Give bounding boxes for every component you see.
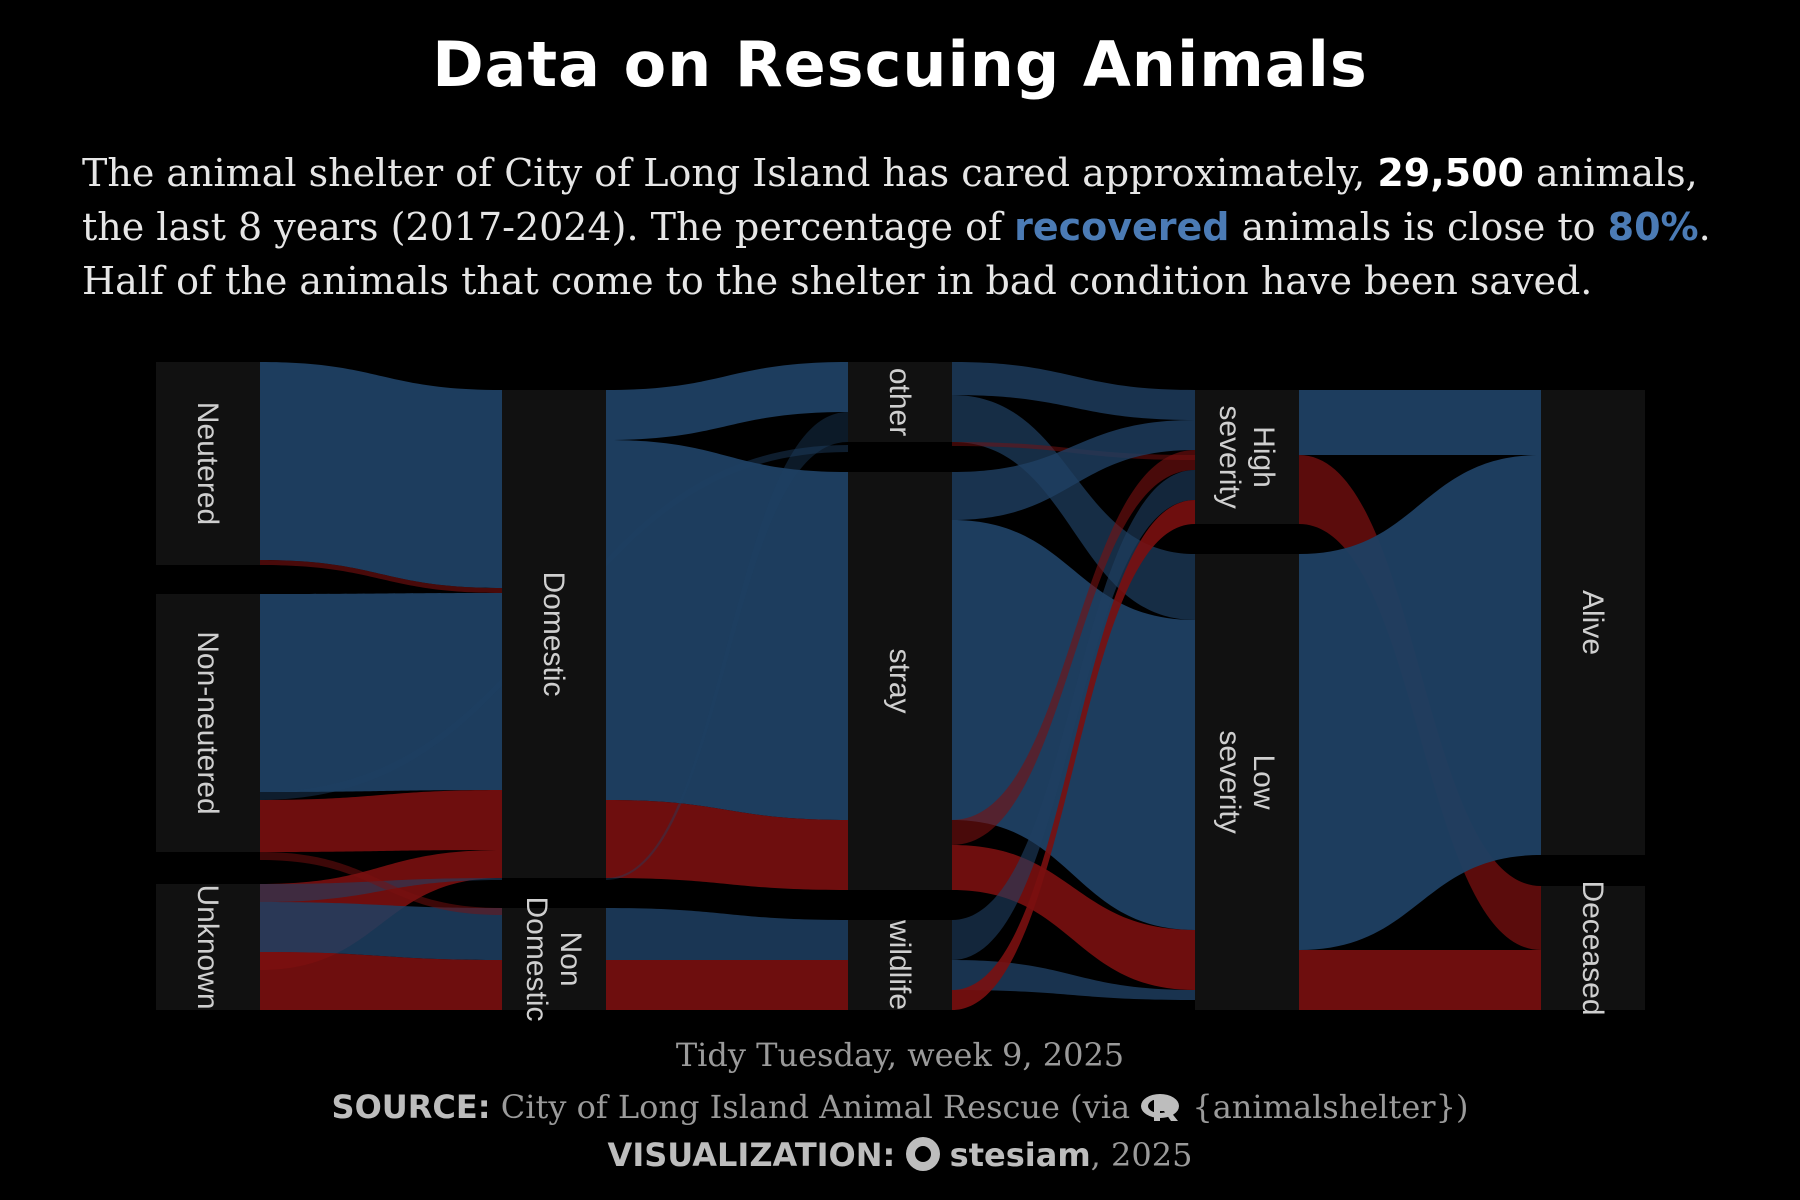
node-non_neutered: Non-neutered — [156, 594, 260, 852]
viz-year: , 2025 — [1090, 1136, 1193, 1174]
node-label: Domestic — [537, 571, 570, 696]
source-label: SOURCE: — [331, 1088, 491, 1126]
subtitle-text: The animal shelter of City of Long Islan… — [82, 151, 1378, 195]
flow-ribbon — [1299, 950, 1541, 1010]
flow-ribbon — [952, 450, 1195, 845]
flow-ribbon — [260, 852, 502, 915]
node-label: Deceased — [1576, 880, 1609, 1015]
node-label: NonDomestic — [520, 896, 587, 1021]
node-label: other — [883, 368, 916, 436]
node-bar — [848, 920, 952, 1010]
chart-subtitle: The animal shelter of City of Long Islan… — [82, 146, 1742, 308]
flow-ribbon — [260, 560, 502, 593]
github-icon — [905, 1137, 940, 1171]
flow-layer — [260, 362, 1541, 1010]
caption-source: SOURCE: City of Long Island Animal Rescu… — [0, 1088, 1800, 1126]
node-label: Lowseverity — [1213, 730, 1280, 833]
node-wildlife: wildlife — [848, 919, 952, 1010]
node-bar — [848, 472, 952, 890]
chart-title: Data on Rescuing Animals — [432, 28, 1368, 101]
caption-visualization: VISUALIZATION: stesiam, 2025 — [0, 1136, 1800, 1174]
node-other: other — [848, 362, 952, 442]
subtitle-total-animals: 29,500 — [1377, 151, 1524, 195]
node-high_severity: Highseverity — [1195, 390, 1299, 524]
flow-ribbon — [260, 593, 502, 792]
source-text: City of Long Island Animal Rescue (via — [500, 1088, 1131, 1126]
flow-ribbon — [1299, 455, 1541, 950]
node-bar — [502, 390, 606, 878]
node-bar — [848, 362, 952, 442]
node-label: Non-neutered — [191, 631, 224, 814]
node-bar — [502, 908, 606, 1010]
flow-ribbon — [260, 878, 502, 902]
flow-ribbon — [606, 908, 848, 960]
node-deceased: Deceased — [1541, 880, 1645, 1016]
flow-ribbon — [952, 420, 1195, 520]
flow-ribbon — [260, 952, 502, 1010]
flow-ribbon — [606, 412, 848, 880]
node-low_severity: Lowseverity — [1195, 554, 1299, 1010]
node-bar — [1541, 886, 1645, 1010]
subtitle-recovered: recovered — [1014, 205, 1230, 249]
flow-ribbon — [1299, 390, 1541, 455]
node-label: Neutered — [191, 402, 224, 525]
caption-week: Tidy Tuesday, week 9, 2025 — [675, 1036, 1125, 1074]
node-bar — [156, 362, 260, 565]
node-layer: Neutered Non-neutered Unknown Domestic NonDo… — [156, 362, 1645, 1022]
flow-ribbon — [606, 440, 848, 820]
node-bar — [1195, 554, 1299, 1010]
flow-ribbon — [606, 362, 848, 440]
node-domestic: Domestic — [502, 390, 606, 878]
subtitle-text: animals is close to — [1229, 205, 1608, 249]
node-bar — [156, 594, 260, 852]
flow-ribbon — [260, 790, 502, 852]
node-stray: stray — [848, 472, 952, 890]
subtitle-text: the last 8 years (2017-2024). The percen… — [82, 205, 1015, 249]
node-label: stray — [883, 648, 916, 713]
flow-ribbon — [260, 902, 502, 960]
flow-ribbon — [952, 960, 1195, 1000]
flow-ribbon — [952, 470, 1195, 960]
flow-ribbon — [606, 800, 848, 890]
node-neutered: Neutered — [156, 362, 260, 565]
flow-ribbon — [606, 960, 848, 1010]
subtitle-percentage: 80% — [1607, 205, 1699, 249]
subtitle-text: animals, — [1523, 151, 1698, 195]
subtitle-text: Half of the animals that come to the she… — [82, 259, 1593, 303]
subtitle-text: . — [1698, 205, 1711, 249]
node-label: Unknown — [191, 884, 224, 1009]
node-bar — [1541, 390, 1645, 855]
flow-ribbon — [952, 362, 1195, 420]
node-bar — [156, 884, 260, 1010]
node-unknown: Unknown — [156, 884, 260, 1010]
node-label: wildlife — [883, 919, 916, 1010]
flow-ribbon — [952, 500, 1195, 1010]
node-non_domestic: NonDomestic — [502, 896, 606, 1022]
source-package: {animalshelter}) — [1192, 1088, 1469, 1126]
node-label: Alive — [1576, 590, 1609, 655]
flow-ribbon — [260, 362, 502, 588]
viz-label: VISUALIZATION: — [607, 1136, 896, 1174]
node-label: Highseverity — [1213, 405, 1280, 508]
node-bar — [1195, 390, 1299, 524]
viz-author: stesiam — [949, 1136, 1091, 1174]
r-logo-icon — [1141, 1094, 1180, 1121]
node-alive: Alive — [1541, 390, 1645, 855]
